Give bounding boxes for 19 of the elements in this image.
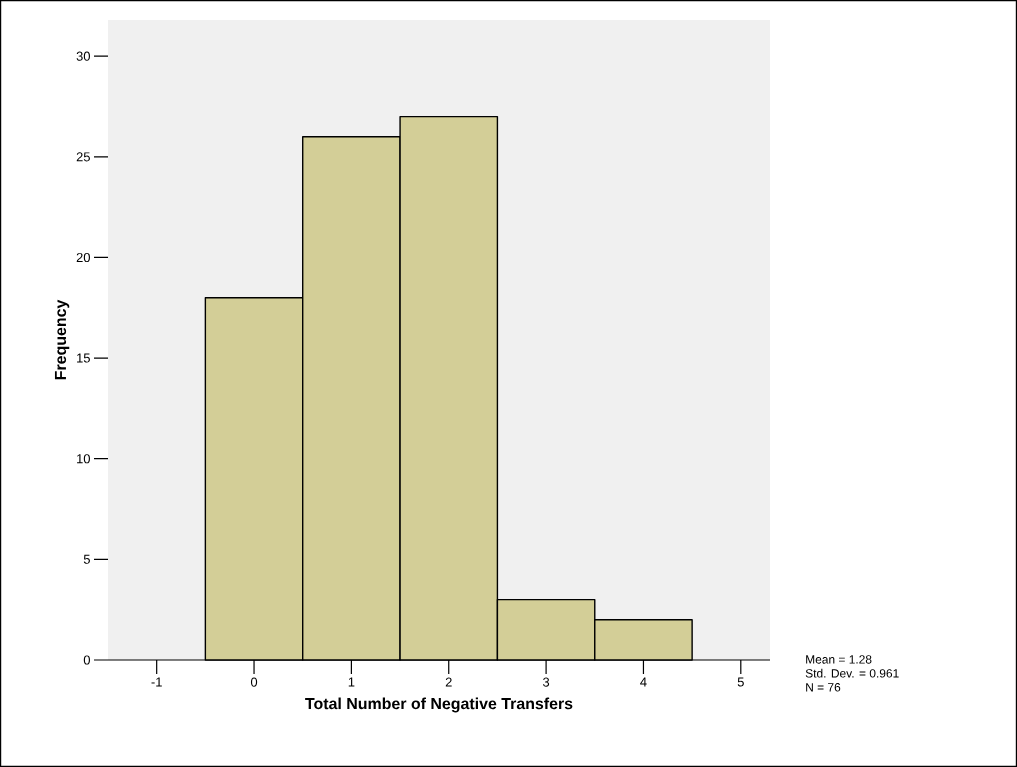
x-tick-label: 1: [348, 677, 355, 687]
text: Mean = 1.28: [806, 655, 872, 664]
x-tick-label: 2: [445, 677, 452, 687]
y-tick-label: 25: [76, 152, 90, 162]
text: N = 76: [806, 683, 841, 692]
y-tick-label: 15: [77, 353, 90, 363]
x-tick-label: 0: [250, 677, 258, 687]
x-tick-label: 4: [640, 677, 647, 687]
y-tick-label: 30: [76, 51, 90, 61]
y-axis-title: Frequency: [54, 299, 70, 380]
x-tick-label: 3: [542, 677, 550, 687]
x-axis-title: Total Number of Negative Transfers: [305, 697, 573, 713]
y-tick-label: 20: [76, 252, 90, 263]
y-tick-label: 10: [77, 454, 90, 464]
y-tick-label: 0: [83, 655, 90, 665]
y-tick-label: 5: [83, 554, 90, 564]
text: Std. Dev. = 0.961: [805, 668, 899, 678]
x-tick-label: -1: [151, 677, 162, 687]
x-tick-label: 5: [737, 677, 744, 687]
